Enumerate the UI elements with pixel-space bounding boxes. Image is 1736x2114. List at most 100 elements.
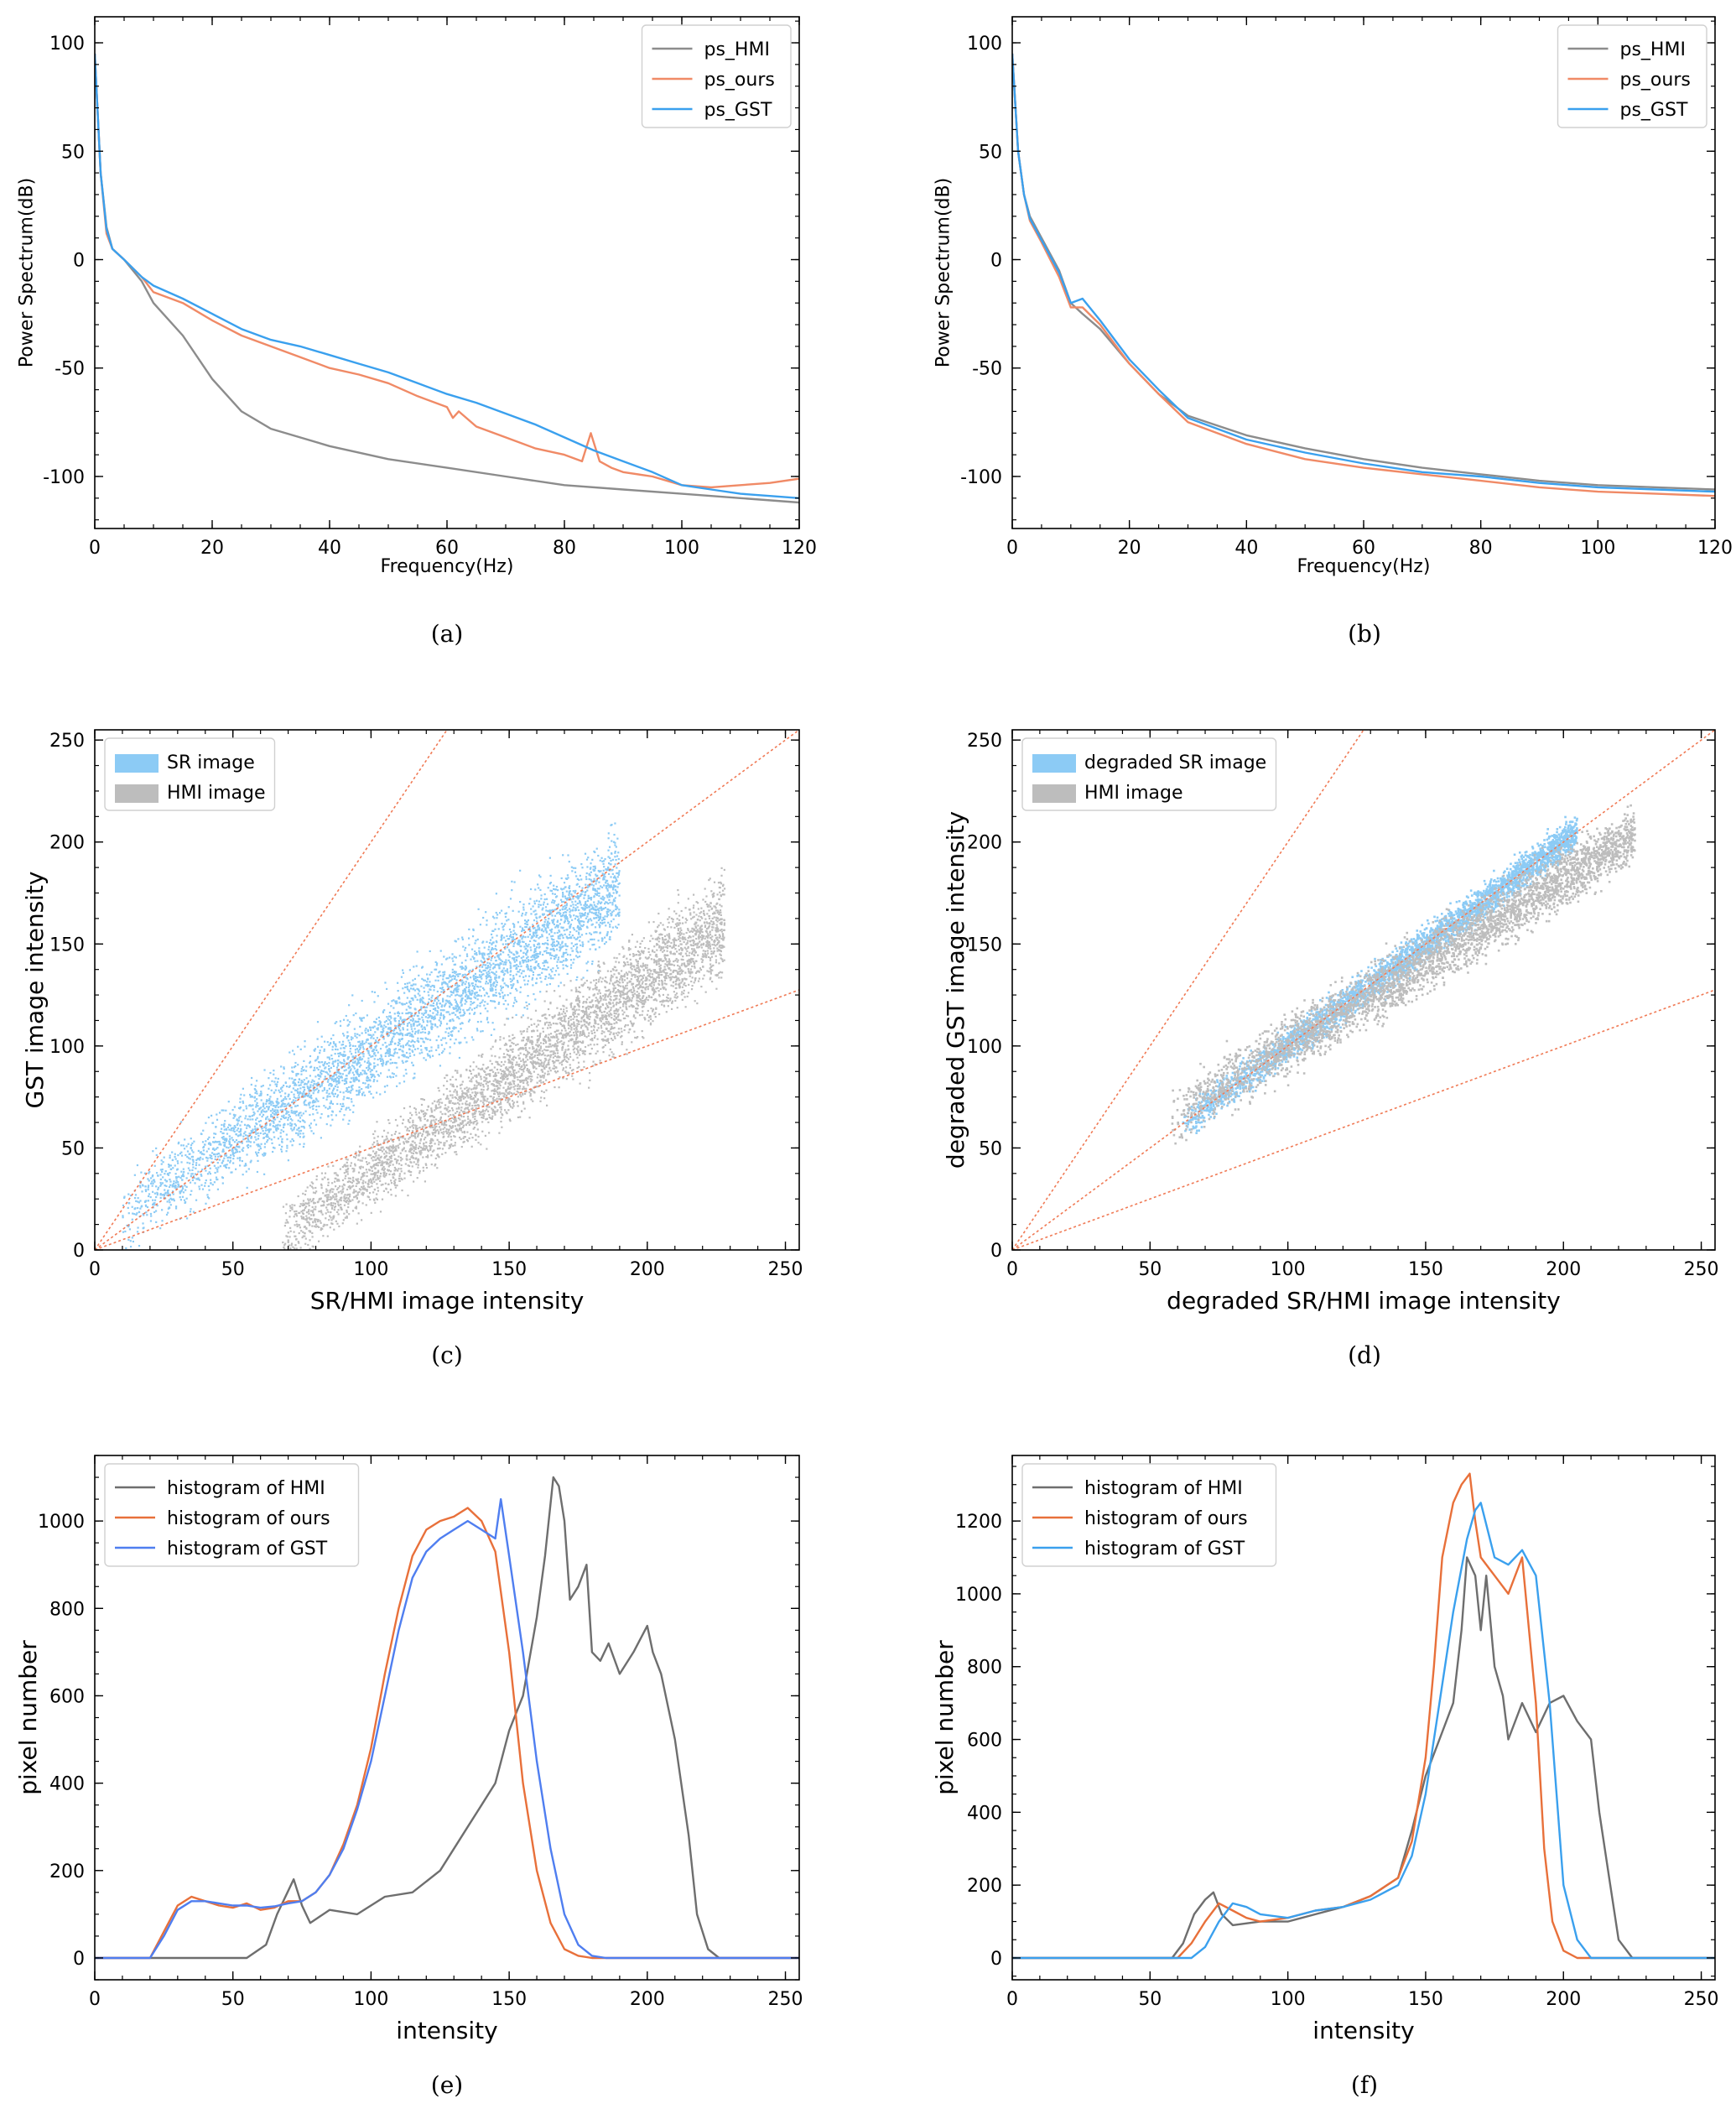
scatter-point [563,900,565,903]
scatter-point [449,1046,451,1049]
scatter-point [413,1045,415,1048]
scatter-point [175,1187,178,1190]
scatter-point [459,1023,462,1025]
scatter-point [263,1173,266,1175]
scatter-point [315,1098,318,1101]
scatter-point [472,974,475,977]
scatter-point [607,849,610,851]
scatter-point [569,959,573,961]
scatter-point [238,1145,241,1148]
scatter-point [384,1041,387,1044]
scatter-point [169,1157,171,1159]
scatter-point [402,1044,404,1047]
scatter-point [609,909,611,912]
scatter-point [403,982,407,986]
scatter-point [547,887,549,889]
scatter-point [303,1101,306,1103]
scatter-point [377,1041,380,1044]
scatter-point [594,867,596,870]
scatter-point [330,1114,333,1117]
scatter-point [541,934,543,936]
scatter-point [445,976,448,980]
scatter-point [383,1086,387,1088]
scatter-point [548,973,551,976]
scatter-point [169,1204,172,1206]
scatter-point [539,876,542,878]
scatter-point [603,942,606,945]
scatter-point [539,935,542,939]
scatter-point [393,1033,396,1036]
scatter-point [483,957,486,961]
scatter-point [293,1127,296,1129]
scatter-point [611,902,614,904]
scatter-point [495,994,497,997]
scatter-point [533,935,535,937]
scatter-point [433,986,435,988]
scatter-point [161,1220,164,1222]
scatter-point [450,993,453,997]
scatter-point [464,1002,466,1005]
scatter-point [411,1061,413,1064]
scatter-point [590,880,593,883]
scatter-point [401,1037,403,1040]
scatter-point [368,1091,371,1093]
scatter-point [192,1159,195,1162]
scatter-point [153,1192,156,1195]
scatter-point [692,958,694,961]
scatter-point [476,1021,480,1023]
scatter-point [428,1030,430,1034]
scatter-point [386,1031,388,1034]
scatter-point [440,1005,443,1008]
scatter-point [439,1141,442,1144]
scatter-point [275,1128,278,1131]
scatter-point [309,1086,311,1088]
scatter-point [345,1158,347,1160]
scatter-point [451,971,454,974]
scatter-point [356,1036,358,1039]
scatter-point [599,921,602,924]
scatter-point [610,859,612,862]
scatter-point [532,971,535,974]
scatter-point [407,1120,410,1122]
scatter-point [160,1183,163,1186]
scatter-point [607,862,611,865]
scatter-point [513,932,517,935]
scatter-point [259,1147,262,1150]
scatter-point [566,959,569,961]
scatter-point [343,1070,346,1072]
scatter-point [353,1061,356,1064]
scatter-point [538,965,540,968]
scatter-point [312,1107,314,1111]
scatter-point [414,1013,417,1016]
scatter-point [188,1153,190,1155]
scatter-point [618,870,621,872]
scatter-point [383,1009,386,1012]
scatter-point [262,1132,265,1135]
scatter-point [355,1054,357,1057]
scatter-point [347,1072,350,1075]
scatter-point [538,953,541,955]
scatter-point [512,1002,516,1004]
scatter-point [505,1008,507,1010]
scatter-point [524,959,527,961]
scatter-point [421,966,424,968]
scatter-point [603,884,606,887]
scatter-point [562,967,564,970]
scatter-point [512,933,515,935]
scatter-point [164,1192,167,1195]
scatter-point [325,1066,327,1069]
scatter-point [268,1124,272,1127]
scatter-point [662,947,664,950]
scatter-point [465,974,468,976]
scatter-point [564,1070,567,1073]
scatter-point [564,877,568,880]
scatter-point [561,940,564,943]
scatter-point [585,932,588,935]
scatter-point [282,1205,285,1208]
scatter-point [541,935,543,938]
scatter-point [426,983,429,986]
scatter-point [451,978,454,981]
scatter-point [346,1037,348,1039]
scatter-point [446,985,449,987]
scatter-point [214,1140,216,1143]
